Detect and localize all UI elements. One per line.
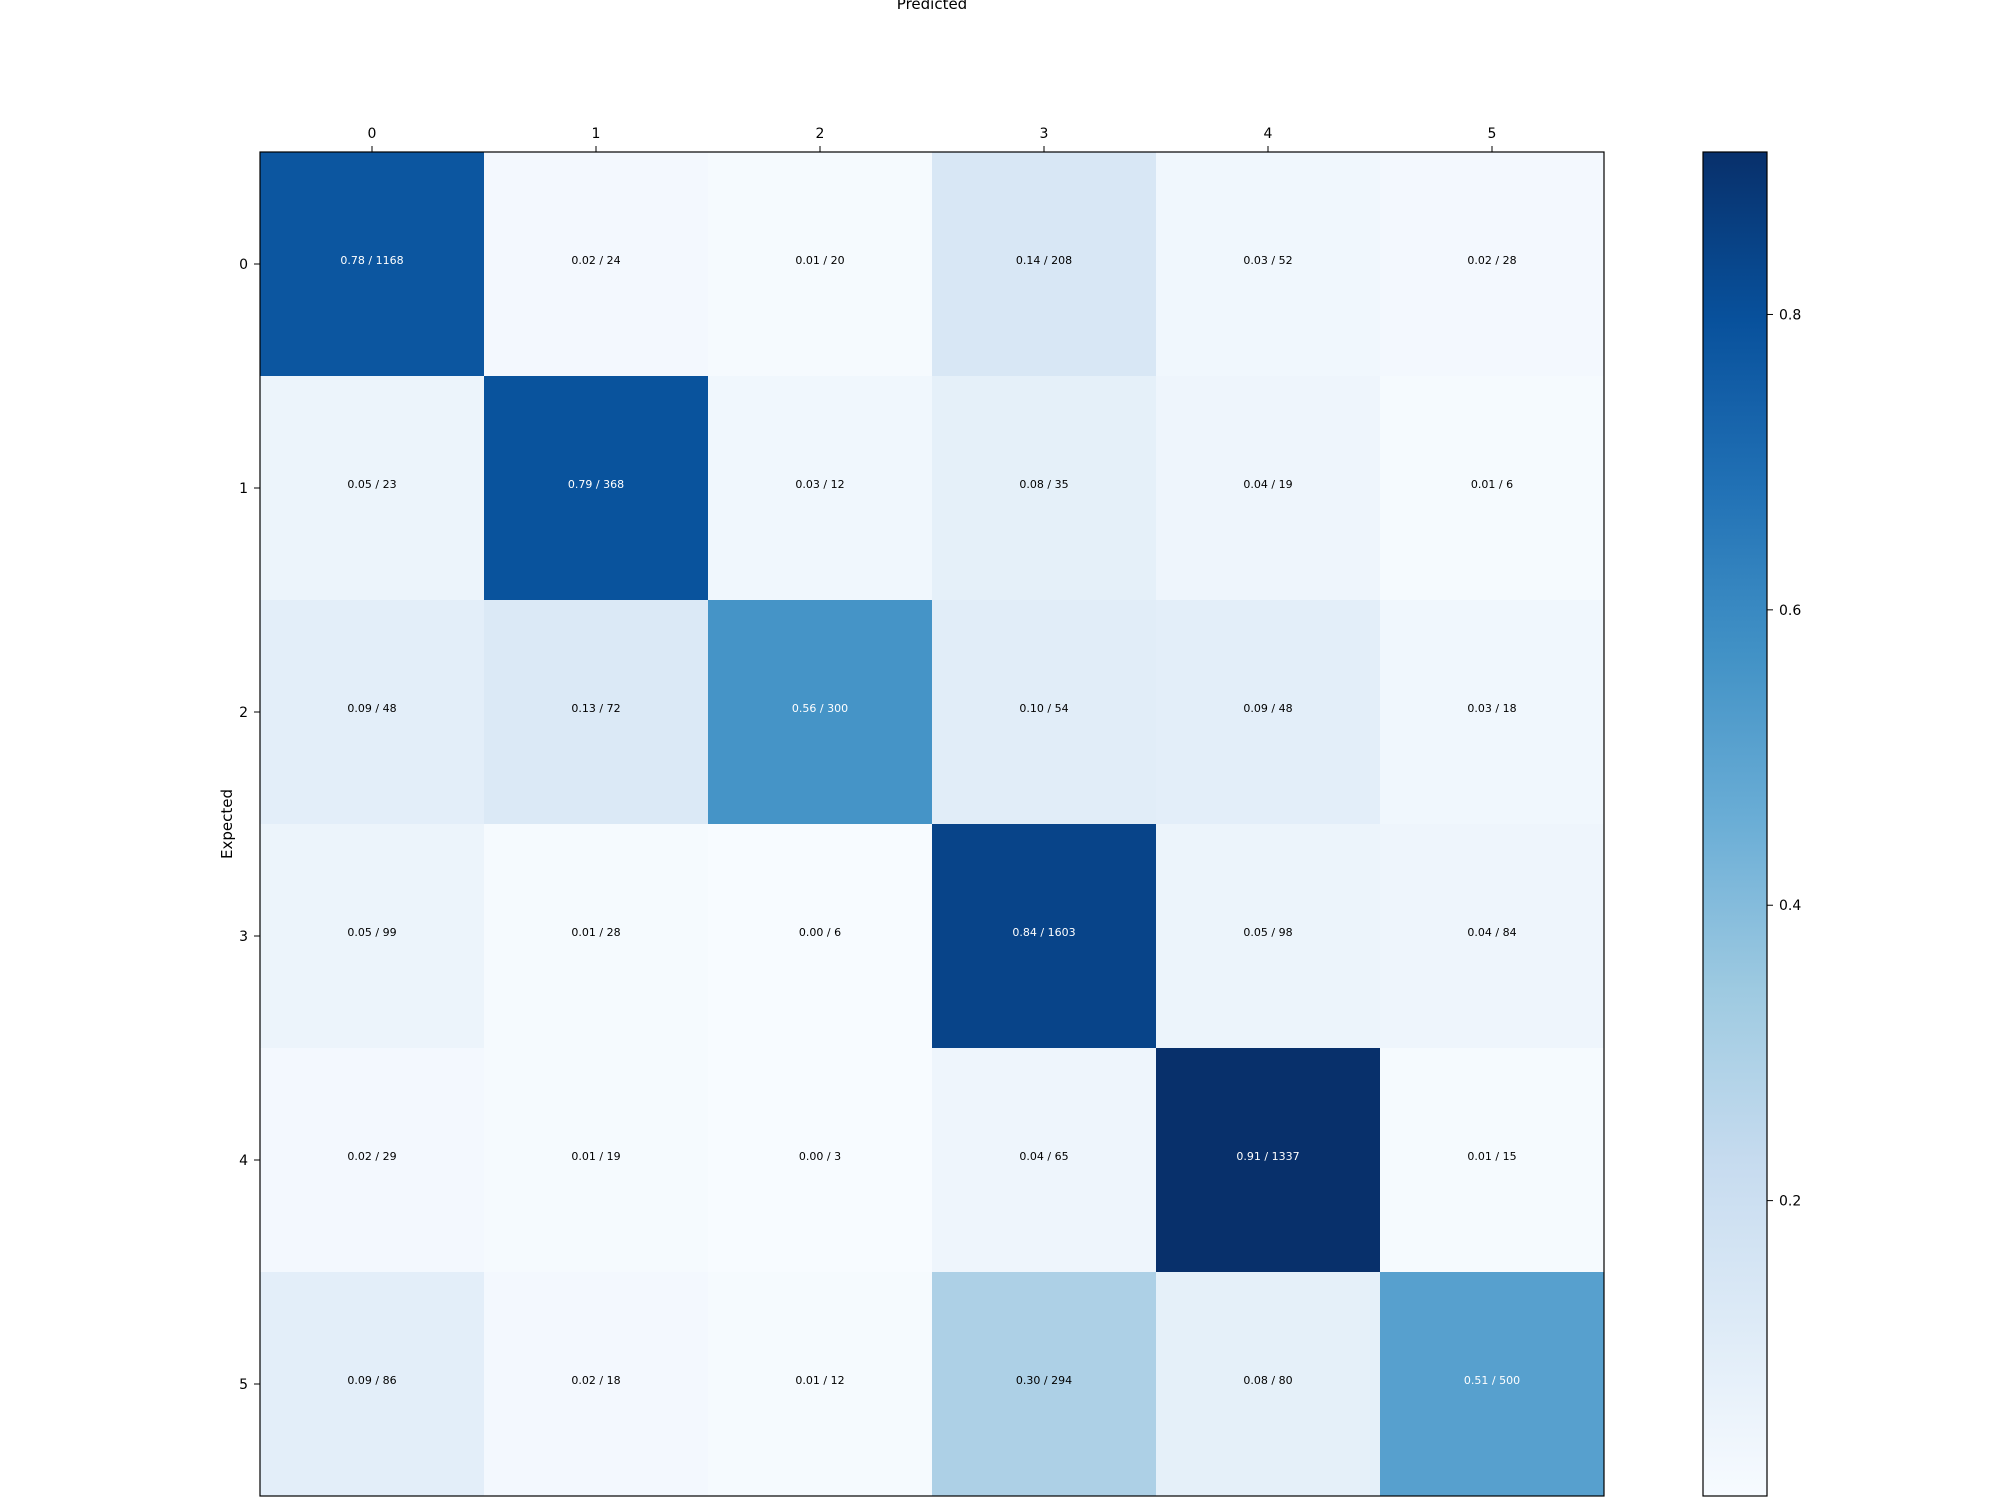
- cell-value-label: 0.02 / 24: [571, 254, 620, 267]
- cell-value-label: 0.79 / 368: [568, 478, 624, 491]
- cell-value-label: 0.00 / 3: [799, 1150, 841, 1163]
- y-tick-label: 0: [239, 257, 248, 273]
- cell-value-label: 0.01 / 15: [1467, 1150, 1516, 1163]
- cell-value-label: 0.03 / 12: [795, 478, 844, 491]
- colorbar-tick-label: 0.4: [1779, 898, 1801, 914]
- heatmap-cell: [1156, 152, 1381, 377]
- cell-value-label: 0.08 / 35: [1019, 478, 1068, 491]
- x-tick-label: 3: [1040, 126, 1049, 142]
- cell-value-label: 0.84 / 1603: [1012, 926, 1075, 939]
- cell-value-label: 0.05 / 98: [1243, 926, 1292, 939]
- cell-value-label: 0.09 / 86: [347, 1374, 396, 1387]
- cell-value-label: 0.13 / 72: [571, 702, 620, 715]
- x-tick-label: 1: [592, 126, 601, 142]
- heatmap-cell: [260, 152, 485, 377]
- cell-value-label: 0.01 / 12: [795, 1374, 844, 1387]
- x-axis-ticks: 0 1 2 3 4 5: [368, 126, 1497, 152]
- y-tick-label: 3: [239, 929, 248, 945]
- colorbar-ticks: 0.2 0.4 0.6 0.8: [1767, 307, 1801, 1210]
- cell-value-label: 0.01 / 20: [795, 254, 844, 267]
- heatmap-cell: [1156, 1048, 1381, 1273]
- cell-value-label: 0.09 / 48: [1243, 702, 1292, 715]
- y-tick-label: 2: [239, 705, 248, 721]
- heatmap-cell: [260, 1272, 485, 1497]
- heatmap-cell: [1156, 376, 1381, 601]
- cell-value-label: 0.14 / 208: [1016, 254, 1072, 267]
- cell-value-label: 0.00 / 6: [799, 926, 841, 939]
- x-tick-label: 2: [816, 126, 825, 142]
- heatmap-cell: [260, 376, 485, 601]
- colorbar-tick-label: 0.2: [1779, 1194, 1801, 1210]
- heatmap-cell: [932, 152, 1157, 377]
- heatmap-cell: [932, 1272, 1157, 1497]
- y-axis-ticks: 0 1 2 3 4 5: [239, 257, 260, 1393]
- heatmap-cell: [1380, 152, 1605, 377]
- heatmap-cell: [484, 1272, 709, 1497]
- heatmap-cell: [1380, 1048, 1605, 1273]
- cell-value-label: 0.05 / 99: [347, 926, 396, 939]
- cell-value-label: 0.51 / 500: [1464, 1374, 1520, 1387]
- heatmap-cell: [932, 824, 1157, 1049]
- y-tick-label: 1: [239, 481, 248, 497]
- colorbar: 0.2 0.4 0.6 0.8: [1702, 151, 1801, 1497]
- cell-value-label: 0.30 / 294: [1016, 1374, 1072, 1387]
- heatmap-cell: [1380, 376, 1605, 601]
- heatmap-cell: [708, 376, 933, 601]
- plot-frame: [259, 151, 1605, 1497]
- y-axis-title: Expected: [218, 789, 236, 859]
- heatmap-cell: [932, 600, 1157, 825]
- cell-value-label: 0.01 / 6: [1471, 478, 1513, 491]
- x-axis-title: Predicted: [897, 0, 967, 13]
- cell-value-label: 0.02 / 29: [347, 1150, 396, 1163]
- cell-value-label: 0.03 / 52: [1243, 254, 1292, 267]
- heatmap-cell: [1380, 1272, 1605, 1497]
- cell-value-label: 0.02 / 28: [1467, 254, 1516, 267]
- heatmap-cell: [1156, 600, 1381, 825]
- heatmap-cell: [484, 1048, 709, 1273]
- heatmap-cell: [484, 600, 709, 825]
- heatmap-cell: [932, 1048, 1157, 1273]
- heatmap-cell: [708, 824, 933, 1049]
- x-tick-label: 0: [368, 126, 377, 142]
- heatmap-cell: [484, 152, 709, 377]
- heatmap-cell: [260, 1048, 485, 1273]
- cell-value-label: 0.09 / 48: [347, 702, 396, 715]
- cell-value-label: 0.01 / 19: [571, 1150, 620, 1163]
- x-tick-label: 5: [1488, 126, 1497, 142]
- cell-value-label: 0.04 / 65: [1019, 1150, 1068, 1163]
- heatmap-cell: [708, 1272, 933, 1497]
- cell-value-label: 0.08 / 80: [1243, 1374, 1292, 1387]
- heatmap-cell: [260, 824, 485, 1049]
- heatmap-cell: [1380, 824, 1605, 1049]
- cell-value-label: 0.04 / 19: [1243, 478, 1292, 491]
- heatmap-cell: [484, 824, 709, 1049]
- cell-value-label: 0.04 / 84: [1467, 926, 1516, 939]
- colorbar-tick-label: 0.6: [1779, 603, 1801, 619]
- cell-value-label: 0.78 / 1168: [340, 254, 403, 267]
- y-tick-label: 5: [239, 1377, 248, 1393]
- cell-value-label: 0.10 / 54: [1019, 702, 1068, 715]
- heatmap-cell: [708, 152, 933, 377]
- cell-value-label: 0.56 / 300: [792, 702, 848, 715]
- heatmap-cell: [484, 376, 709, 601]
- heatmap-cell: [260, 600, 485, 825]
- y-tick-label: 4: [239, 1153, 248, 1169]
- colorbar-tick-label: 0.8: [1779, 307, 1801, 323]
- heatmap-cell: [1156, 1272, 1381, 1497]
- x-tick-label: 4: [1264, 126, 1273, 142]
- cell-value-label: 0.02 / 18: [571, 1374, 620, 1387]
- heatmap-cell: [932, 376, 1157, 601]
- heatmap-cell: [708, 1048, 933, 1273]
- cell-value-label: 0.03 / 18: [1467, 702, 1516, 715]
- cell-value-label: 0.01 / 28: [571, 926, 620, 939]
- heatmap-cell: [1380, 600, 1605, 825]
- cell-value-label: 0.91 / 1337: [1236, 1150, 1299, 1163]
- heatmap-cell: [1156, 824, 1381, 1049]
- colorbar-gradient: [1702, 151, 1768, 1497]
- heatmap-cell: [708, 600, 933, 825]
- heatmap: 0.78 / 1168 0.02 / 24 0.01 / 20 0.14 / 208 0…: [260, 152, 1605, 1497]
- cell-value-label: 0.05 / 23: [347, 478, 396, 491]
